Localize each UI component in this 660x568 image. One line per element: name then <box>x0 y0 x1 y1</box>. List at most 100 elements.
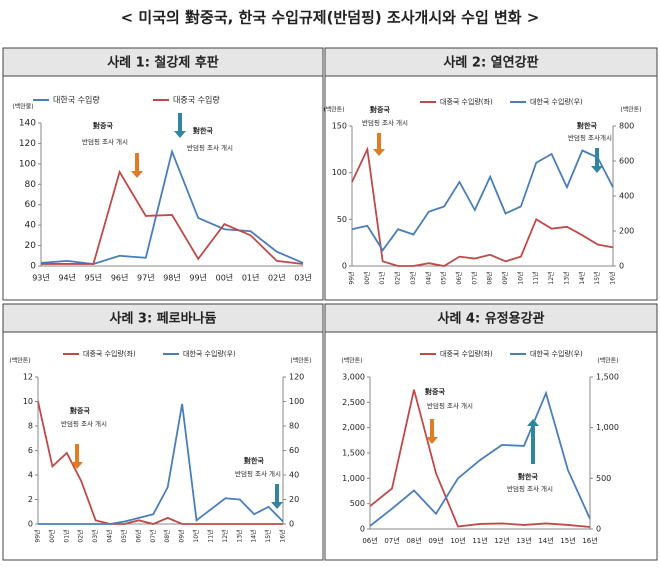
y-axis-label: (백만톤) <box>341 357 362 365</box>
x-tick-label: 03년 <box>409 271 417 284</box>
x-tick-label: 09년 <box>178 529 186 542</box>
panel-header <box>324 303 658 333</box>
x-tick-label: 16년 <box>609 271 617 284</box>
data-line <box>351 149 614 252</box>
y2-tick-label: 80 <box>289 422 299 431</box>
annotation-title: 對중국 <box>425 387 445 396</box>
annotation-title: 對한국 <box>193 126 213 135</box>
y-tick-label: 6 <box>28 446 33 455</box>
x-tick-label: 02년 <box>268 273 286 283</box>
x-tick-label: 03년 <box>91 529 99 542</box>
x-tick-label: 02년 <box>394 271 402 284</box>
y-tick-label: 10 <box>23 397 33 406</box>
x-tick-label: 15년 <box>560 536 575 545</box>
y-tick-label: 100 <box>19 159 36 169</box>
arrow-head <box>71 462 83 469</box>
annotation-title: 對한국 <box>518 472 538 481</box>
y-tick-label: 500 <box>350 499 365 508</box>
y-tick-label: 8 <box>28 422 33 431</box>
data-line <box>38 403 284 525</box>
y2-tick-label: 40 <box>289 471 299 480</box>
x-tick-label: 06년 <box>362 536 377 545</box>
y2-tick-label: 0 <box>619 262 624 271</box>
panel-border <box>2 303 324 561</box>
x-tick-label: 13년 <box>516 536 531 545</box>
chart-panel: 사례 3: 페로바나듐 0 2 4 6 8 10 12 (백만톤) 0 20 40 60 80 100 120… <box>2 303 324 561</box>
legend-label: 대중국 수입량(좌) <box>440 349 493 358</box>
annotation-title: 對중국 <box>70 406 90 415</box>
data-line <box>41 169 304 265</box>
y-tick-label: 150 <box>332 122 347 131</box>
y-tick-label: 140 <box>19 119 36 129</box>
arrow-head <box>373 149 385 156</box>
x-tick-label: 12년 <box>547 271 555 284</box>
annotation-title: 對중국 <box>93 121 113 130</box>
chart-title: 사례 4: 유정용강관 <box>437 311 544 327</box>
data-line <box>369 390 591 527</box>
arrow-head <box>527 419 539 426</box>
x-tick-label: 99년 <box>189 273 207 283</box>
x-tick-label: 10년 <box>450 536 465 545</box>
panel-header <box>2 303 324 333</box>
panel-header <box>324 47 658 77</box>
y-tick-label: 2,500 <box>342 398 365 407</box>
x-tick-label: 14년 <box>578 271 586 284</box>
x-tick-label: 00년 <box>216 273 234 283</box>
x-tick-label: 96년 <box>111 273 129 283</box>
x-tick-label: 12년 <box>494 536 509 545</box>
x-tick-label: 13년 <box>562 271 570 284</box>
x-tick-label: 08년 <box>486 271 494 284</box>
y2-axis-label: (백만톤) <box>620 106 641 114</box>
y2-tick-label: 1,000 <box>596 423 619 432</box>
y2-tick-label: 400 <box>619 192 634 201</box>
annotation-text: 반덤핑 조사 개시 <box>235 469 281 478</box>
x-tick-label: 97년 <box>137 273 155 283</box>
y2-tick-label: 60 <box>289 446 299 455</box>
y-tick-label: 4 <box>28 471 33 480</box>
y-tick-label: 0 <box>28 520 33 529</box>
y2-axis-label: (백만톤) <box>597 357 618 365</box>
annotation-title: 對중국 <box>370 105 390 114</box>
y-tick-label: 2,000 <box>342 423 365 432</box>
x-tick-label: 07년 <box>470 271 478 284</box>
y2-tick-label: 600 <box>619 157 634 166</box>
x-tick-label: 04년 <box>424 271 432 284</box>
legend-label: 대중국 수입량 <box>173 95 220 105</box>
arrow-head <box>174 131 186 138</box>
y-axis-label: (백만톤) <box>323 106 344 114</box>
y2-tick-label: 120 <box>289 373 304 382</box>
y2-tick-label: 20 <box>289 495 299 504</box>
chart-panel: 사례 4: 유정용강관 0 500 1,000 1,500 2,000 2,500 3,000… <box>324 303 658 561</box>
data-line <box>37 401 283 525</box>
annotation-text: 반덤핑 조사 개시 <box>362 118 408 127</box>
x-tick-label: 14년 <box>250 529 258 542</box>
y-tick-label: 0 <box>360 525 365 534</box>
chart-panel: 사례 1: 철강제 후판 0 20 40 60 80 100 120 140 (백만불) 93년 94… <box>2 47 324 301</box>
y-tick-label: 120 <box>19 139 36 149</box>
x-tick-label: 15년 <box>264 529 272 542</box>
chart-title: 사례 2: 열연강판 <box>443 55 538 71</box>
y-axis-label: (백만톤) <box>9 357 30 365</box>
y-tick-label: 40 <box>25 221 37 231</box>
y-tick-label: 0 <box>342 262 347 271</box>
x-tick-label: 11년 <box>532 271 540 284</box>
legend-label: 대한국 수입량(우) <box>530 98 583 106</box>
y2-tick-label: 0 <box>289 520 294 529</box>
arrow-head <box>271 502 283 509</box>
page-title: < 미국의 對중국, 한국 수입규제(반덤핑) 조사개시와 수입 변화 > <box>121 9 540 27</box>
chart-title: 사례 3: 페로바나듐 <box>109 311 216 327</box>
arrow-head <box>591 166 603 173</box>
y2-tick-label: 0 <box>596 525 601 534</box>
x-tick-label: 99년 <box>348 271 356 284</box>
legend-label: 대한국 수입량(우) <box>530 350 583 358</box>
x-tick-label: 93년 <box>32 273 50 283</box>
y-tick-label: 3,000 <box>342 373 365 382</box>
y-tick-label: 1,500 <box>342 449 365 458</box>
y-tick-label: 0 <box>30 262 36 272</box>
x-tick-label: 13년 <box>235 529 243 542</box>
y-tick-label: 20 <box>25 241 37 251</box>
y2-tick-label: 500 <box>596 474 611 483</box>
x-tick-label: 10년 <box>516 271 524 284</box>
